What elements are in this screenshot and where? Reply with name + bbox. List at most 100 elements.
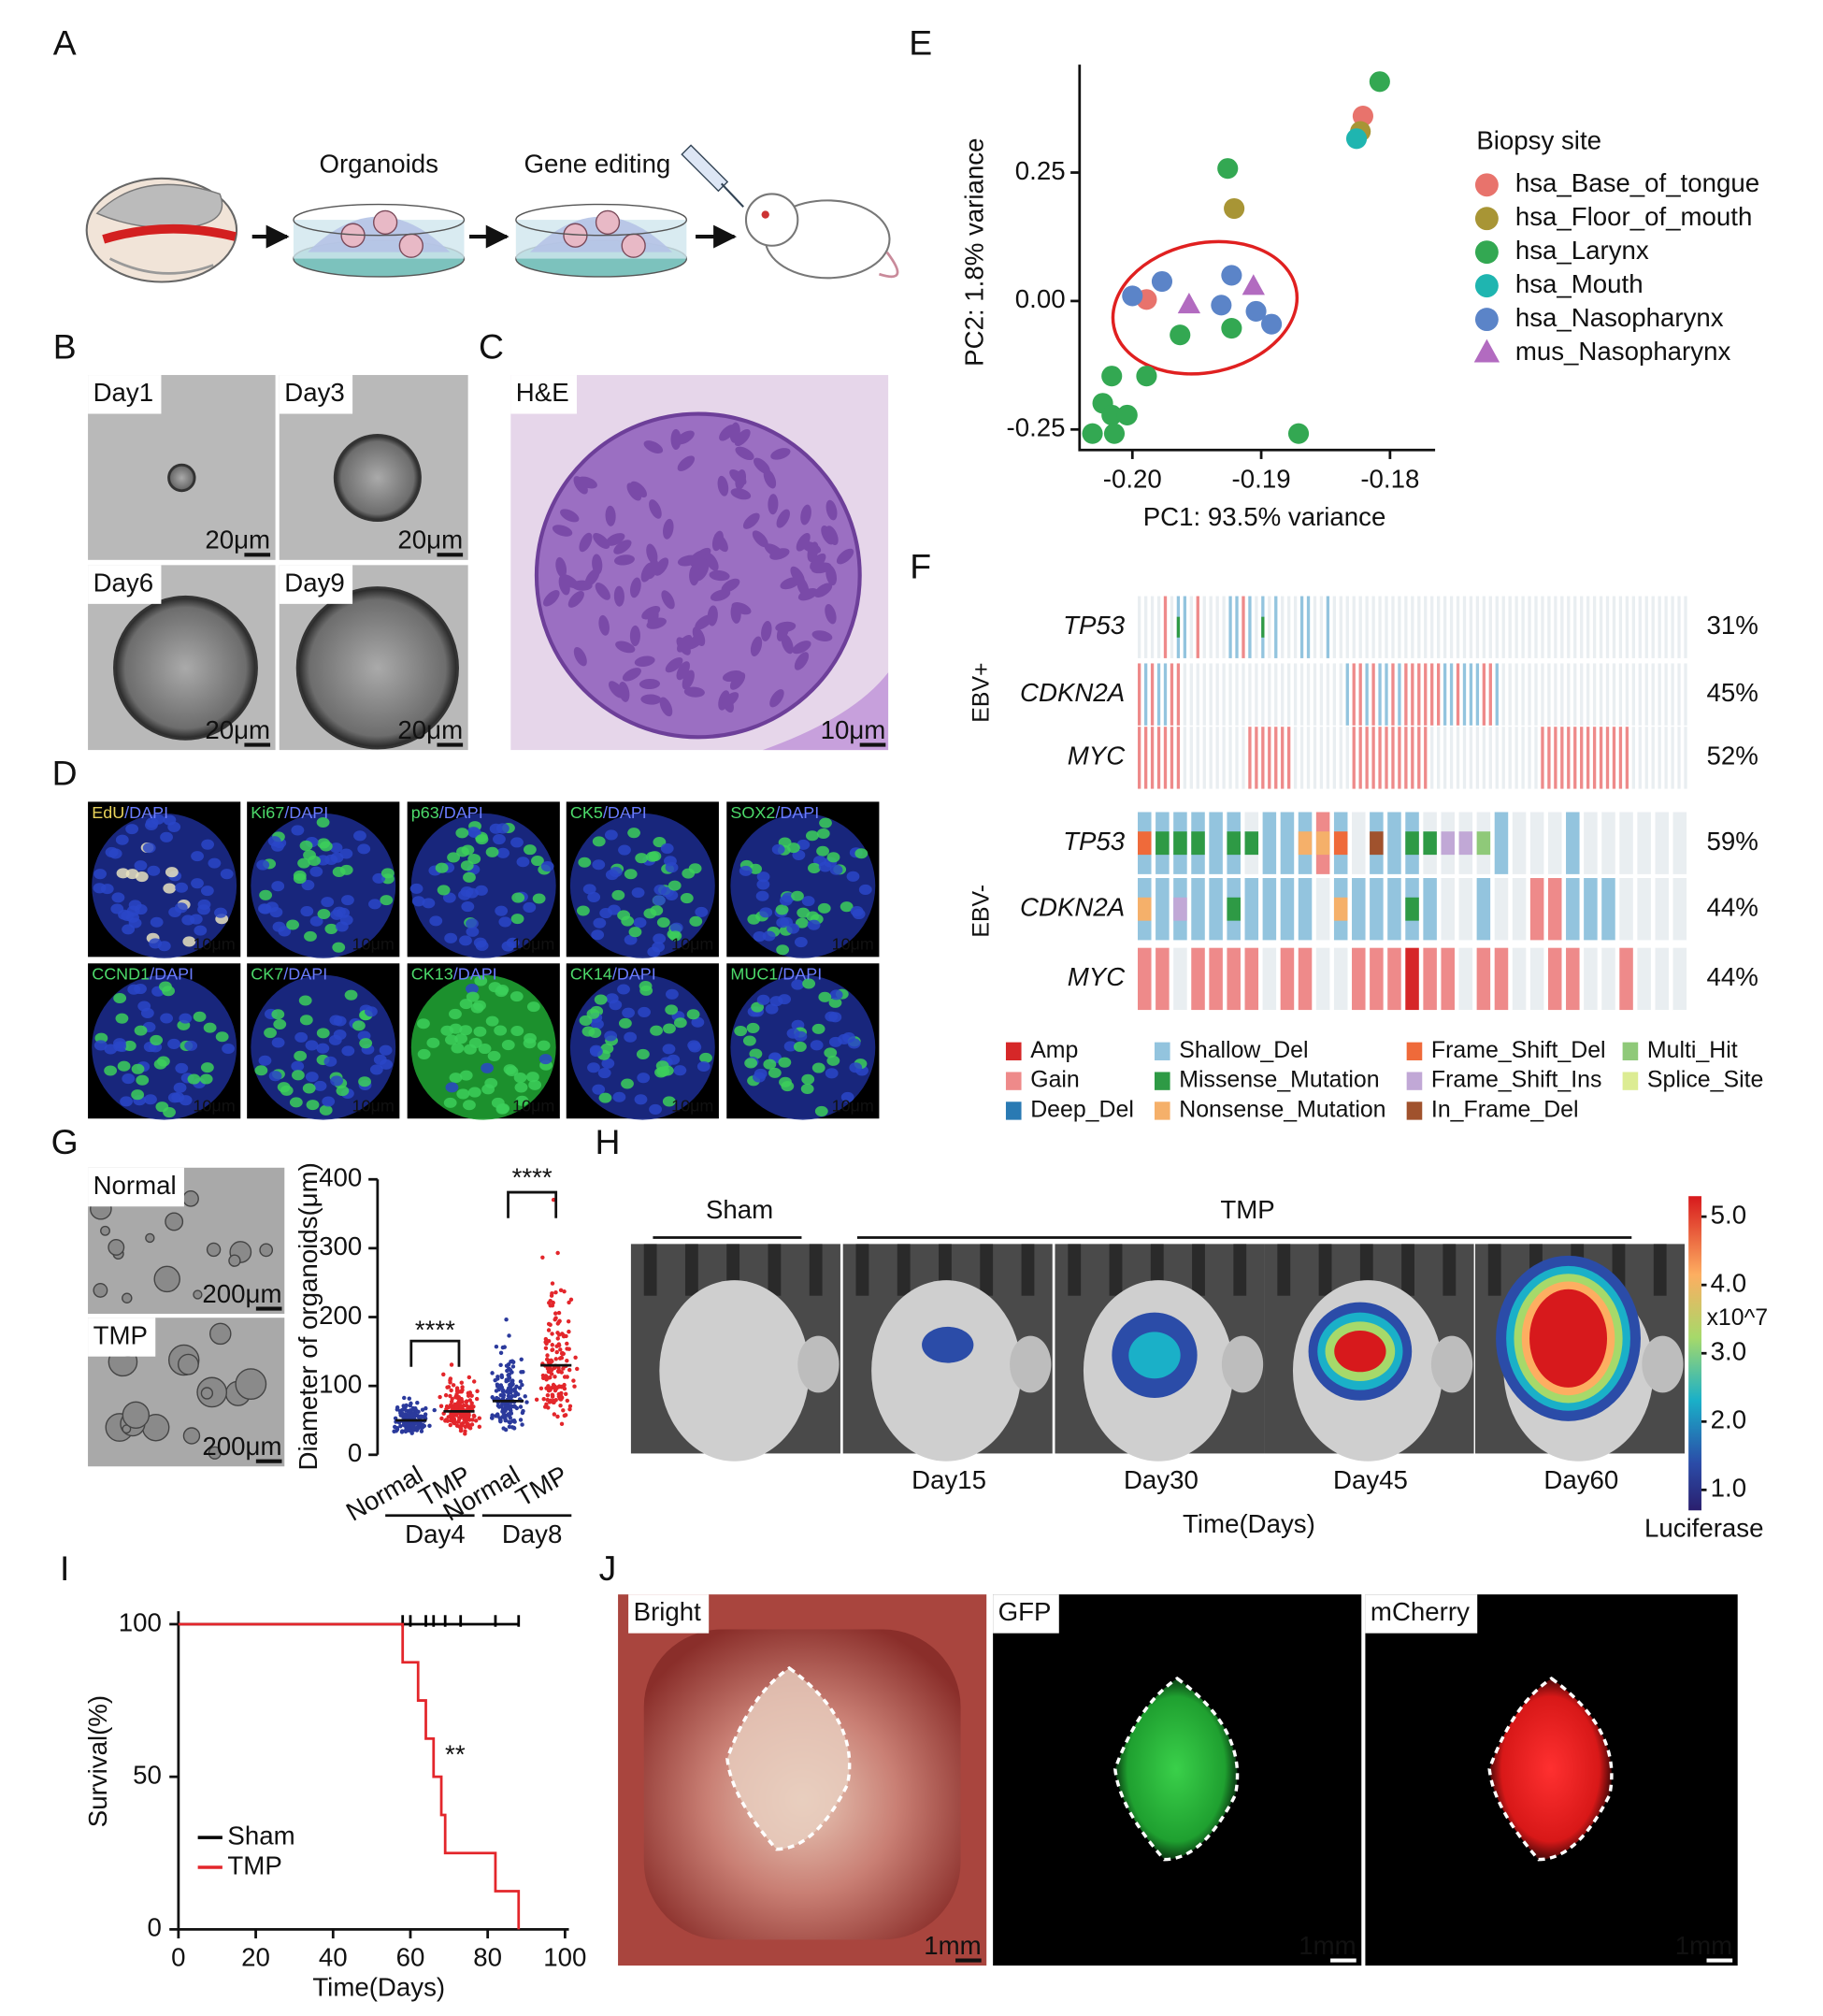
oncoprint-cell [1170,727,1174,789]
cell [526,1001,540,1013]
oncoprint-cell [1293,596,1298,658]
cell [816,845,829,857]
cell [696,1060,711,1073]
cell [341,895,354,906]
cell [663,1023,676,1034]
legend-swatch [1005,1042,1022,1061]
cell [756,994,770,1005]
point [1261,313,1283,335]
point [1103,423,1126,444]
x-tick-label: 0 [171,1942,185,1971]
cell [494,1025,508,1036]
legend-marker [1474,173,1499,197]
oncoprint-cell [1612,727,1616,789]
dot [398,1424,403,1429]
cell [669,922,683,933]
dot [469,1422,475,1427]
nucleus [641,605,661,620]
cell [466,991,480,1002]
oncoprint-cell [1658,596,1661,658]
x-tick-label: 60 [396,1942,425,1971]
cell [330,909,344,920]
oncoprint-cell [1529,878,1544,941]
nucleus [825,526,839,546]
dot [404,1408,409,1413]
cell [298,995,312,1006]
cage-bar [855,1244,869,1296]
cell [357,843,371,855]
nucleus [735,469,746,490]
dot [561,1408,566,1413]
cell [163,883,177,894]
dot [541,1397,546,1402]
mutation-cell [1423,831,1437,856]
panel-letter: A [53,22,77,62]
dot [509,1411,514,1416]
dot [495,1384,500,1389]
needle [720,182,744,208]
oncoprint-cell [1586,596,1590,658]
marker-name: CK14 [570,964,612,983]
stain-label: Ki67/DAPI [251,803,328,822]
cell [193,1011,207,1022]
dot [423,1412,428,1417]
signal [1334,1331,1386,1373]
dot [463,1424,468,1430]
legend-swatch [1622,1072,1639,1090]
cell [259,889,273,900]
dot [498,1362,503,1368]
dot [432,1407,437,1413]
oncoprint-cell [1684,596,1687,658]
dot [519,1357,524,1362]
dot [568,1297,574,1303]
oncoprint-cell [1319,663,1324,726]
oncoprint-cell [1299,663,1304,726]
cell [598,1092,612,1103]
oncoprint-cell [1512,878,1527,941]
nucleus [735,446,754,461]
organoid [200,1387,214,1400]
legend-swatch [1154,1072,1170,1090]
marker-name: EdU [92,803,124,822]
mutation-cell [1191,831,1205,856]
cell [501,941,515,952]
nucleus [639,678,661,690]
mutation-cell [1476,831,1491,856]
mutation-cell [1138,897,1152,921]
x-tick-label: -0.19 [1232,465,1291,494]
cell [801,896,815,907]
dot [566,1318,571,1324]
dot [415,1401,420,1405]
oncoprint-cell [1584,947,1598,1011]
mutation-cell [1173,831,1187,856]
y-tick-label: 200 [319,1301,362,1330]
panel-letter: J [599,1548,617,1588]
cell [459,999,473,1010]
oncoprint-cell [1424,663,1428,726]
dot [505,1368,510,1374]
oncoprint-cell [1475,663,1480,726]
nucleus [629,625,640,647]
oncoprint-cell [1586,727,1590,789]
oncoprint-cell [1618,727,1623,789]
oncoprint-cell [1281,663,1285,726]
marker-name: CK13 [411,964,453,983]
cell [637,1073,651,1084]
cell [461,901,475,913]
y-tick-label: -0.25 [1007,413,1066,442]
dot [518,1379,524,1384]
cell [303,849,316,860]
cell [826,852,840,863]
mouse [871,1280,1022,1462]
nucleus [742,512,760,529]
scale-bar-label: 10μm [832,1097,874,1116]
nucleus [609,681,624,698]
oncoprint-cell [1599,727,1603,789]
image-label: Bright [634,1597,702,1626]
dot [547,1386,552,1390]
oncoprint-cell [1449,727,1454,789]
cell [422,898,436,909]
counterstain-name: /DAPI [778,964,822,983]
legend-label: Shallow_Del [1179,1037,1308,1063]
dot [471,1404,476,1409]
